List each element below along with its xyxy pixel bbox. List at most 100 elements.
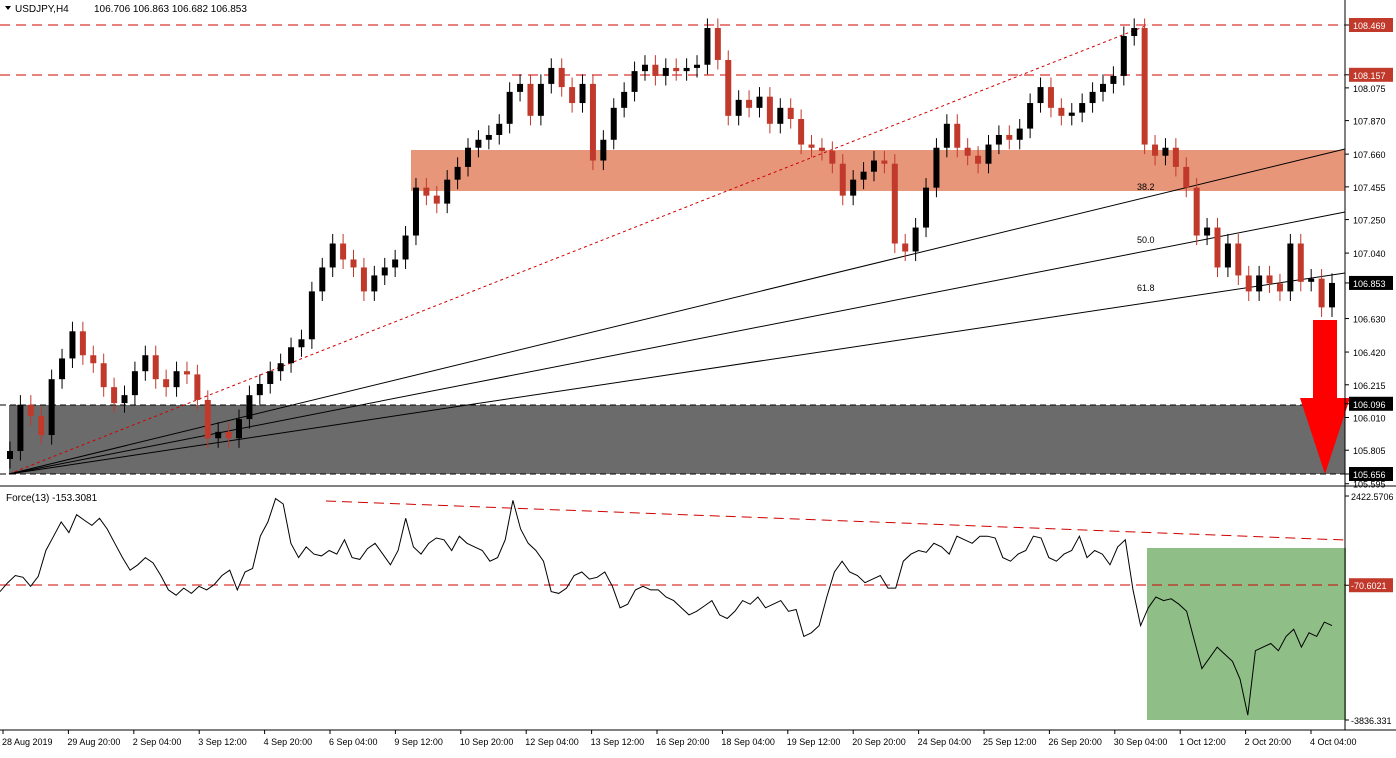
candle-body: [1297, 243, 1304, 282]
fib-fan-line-38: [8, 148, 1346, 475]
candle-body: [121, 395, 128, 404]
candle-body: [465, 147, 472, 167]
candle-body: [475, 139, 482, 148]
candle-body: [673, 67, 680, 72]
force-panel[interactable]: [0, 489, 1345, 729]
symbol-label: USDJPY,H4: [15, 4, 69, 15]
time-axis: 28 Aug 2019 29 Aug 20:00 2 Sep 04:00 3 Sep …: [2, 730, 1357, 747]
candle-body: [1110, 75, 1117, 84]
candle-body: [496, 123, 503, 135]
candle-body: [7, 451, 13, 459]
candle-body: [1131, 28, 1138, 37]
candle-body: [506, 91, 513, 124]
time-tick-label: 2 Oct 20:00: [1245, 737, 1292, 747]
time-tick-label: 2 Sep 04:00: [133, 737, 182, 747]
force-tick-label: 2422.5706: [1351, 492, 1394, 502]
candle-body: [1308, 278, 1315, 282]
candle-body: [631, 71, 638, 92]
candle-body: [17, 404, 24, 452]
candle-body: [1141, 28, 1148, 145]
candle-body: [1079, 103, 1086, 113]
support-zone: [9, 405, 1345, 474]
time-tick-label: 6 Sep 04:00: [329, 737, 378, 747]
price-tick-label: 106.853: [1353, 279, 1386, 289]
candle-body: [746, 99, 753, 108]
candle-body: [433, 195, 440, 204]
price-tick-label: 107.250: [1353, 216, 1386, 226]
price-tick-label: 106.010: [1353, 413, 1386, 423]
candle-body: [277, 363, 284, 372]
candle-body: [1287, 243, 1294, 292]
time-tick-label: 13 Sep 12:00: [591, 737, 645, 747]
candle-body: [1037, 87, 1044, 104]
candle-body: [766, 96, 773, 124]
candle-body: [1235, 243, 1242, 276]
price-tick-label: 106.420: [1353, 348, 1386, 358]
chart-header: USDJPY,H4 106.706 106.863 106.682 106.85…: [5, 4, 247, 504]
candle-body: [954, 123, 961, 148]
price-axis: 108.469 108.157 108.075 107.870 107.660 107.4…: [1345, 18, 1393, 490]
time-tick-label: 16 Sep 20:00: [656, 737, 710, 747]
time-tick-label: 28 Aug 2019: [2, 737, 53, 747]
candle-body: [1016, 128, 1023, 140]
time-tick-label: 4 Sep 20:00: [264, 737, 313, 747]
candle-body: [48, 379, 55, 436]
time-tick-label: 18 Sep 04:00: [721, 737, 775, 747]
candle-body: [1245, 275, 1252, 292]
ohlc-values: 106.706 106.863 106.682 106.853: [94, 4, 247, 15]
candle-body: [142, 355, 149, 372]
candle-body: [1183, 166, 1190, 188]
candle-body: [131, 371, 138, 396]
price-tag-bg: [1349, 275, 1393, 290]
candle-body: [1193, 187, 1200, 236]
force-green-zone: [1147, 548, 1346, 720]
candle-body: [704, 28, 711, 65]
candle-body: [1172, 147, 1179, 167]
candle-body: [694, 64, 701, 68]
candle-body: [1058, 107, 1065, 116]
candle-body: [912, 227, 919, 252]
candle-body: [641, 64, 648, 72]
price-tag-bg: [1349, 18, 1393, 32]
time-tick-label: 4 Oct 04:00: [1310, 737, 1357, 747]
candle-body: [1329, 282, 1335, 308]
candle-body: [423, 187, 430, 196]
candle-body: [1204, 227, 1211, 236]
candle-body: [267, 371, 274, 384]
candle-body: [558, 67, 565, 88]
candle-body: [725, 59, 732, 116]
candle-body: [371, 275, 378, 292]
candle-body: [319, 267, 326, 292]
price-tick-label: 107.455: [1353, 183, 1386, 193]
candle-body: [402, 235, 409, 260]
candle-body: [38, 415, 45, 436]
candle-body: [1214, 227, 1221, 268]
force-trendline: [325, 500, 1346, 541]
candle-body: [850, 179, 857, 196]
candle-body: [288, 347, 295, 364]
candle-body: [90, 355, 97, 364]
candle-body: [1099, 83, 1106, 92]
candle-body: [870, 160, 877, 172]
candle-body: [1047, 87, 1054, 108]
fib-label-61: 61.8: [1137, 283, 1155, 293]
force-indicator-label: Force(13) -153.3081: [6, 493, 98, 504]
candle-body: [579, 83, 586, 104]
candle-body: [1276, 283, 1283, 292]
time-tick-label: 9 Sep 12:00: [394, 737, 443, 747]
force-line: [0, 497, 1333, 716]
candle-body: [548, 67, 555, 84]
price-panel[interactable]: [0, 0, 1345, 484]
candle-body: [600, 139, 607, 161]
candle-body: [1318, 278, 1325, 308]
candle-body: [1027, 103, 1034, 129]
candle-body: [517, 83, 524, 92]
candle-body: [1089, 91, 1096, 104]
candle-body: [839, 163, 846, 196]
time-tick-label: 12 Sep 04:00: [525, 737, 579, 747]
candle-body: [923, 187, 930, 228]
dropdown-icon[interactable]: [5, 6, 11, 10]
candle-body: [610, 107, 617, 140]
time-tick-label: 19 Sep 12:00: [787, 737, 841, 747]
